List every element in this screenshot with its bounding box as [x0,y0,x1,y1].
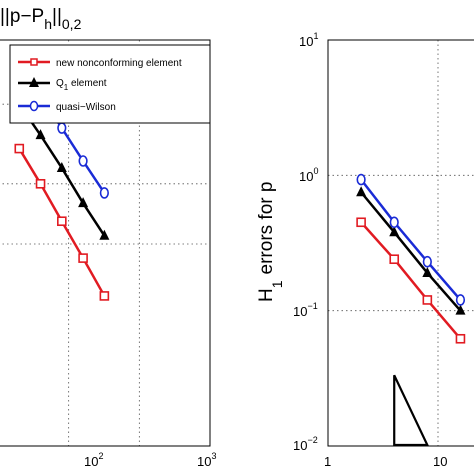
right-y-tick-labels: 101 100 10−1 10−2 [293,31,318,453]
square-marker [389,254,400,265]
circle-marker [57,122,67,134]
right-series-group [356,173,466,344]
left-x-tick-labels: 102 103 [84,451,216,469]
left-plot-frame [0,39,211,447]
square-marker [35,178,46,189]
right-x-tick-label: 1 [324,454,331,469]
left-x-tick-label: 103 [197,451,216,469]
circle-marker [99,187,109,199]
square-marker [356,217,366,228]
left-x-tick-label: 102 [84,451,103,469]
right-x-tick-label: 10 [433,454,447,469]
legend-square-marker [30,58,38,66]
circle-marker [455,294,466,306]
right-grid [328,40,474,446]
right-y-tick-label: 100 [299,166,318,184]
circle-marker [389,216,399,229]
triangle-marker [356,186,367,197]
right-y-tick-label: 101 [299,31,318,49]
right-y-tick-label: 10−2 [293,435,318,453]
triangle-marker [389,226,400,237]
series-line [360,191,462,312]
triangle-marker [35,129,46,140]
circle-marker [78,155,88,167]
square-marker [99,291,110,301]
right-x-tick-labels: 1 10 [324,454,447,469]
square-marker [14,143,25,154]
legend-entry-q1: Q1 element [18,77,107,92]
legend-label: Q1 element [56,78,107,92]
series-line [360,221,462,340]
legend-circle-marker [29,100,39,112]
triangle-marker [422,266,433,277]
triangle-marker [56,161,67,172]
right-plot-frame [327,39,474,447]
square-marker [455,333,466,344]
left-legend: new nonconforming element Q1 element qua… [9,44,211,124]
circle-marker [356,173,366,186]
legend-entry-new-nonconforming: new nonconforming element [18,58,182,69]
triangle-marker [78,197,89,208]
legend-label: quasi−Wilson [56,102,116,113]
square-marker [57,216,67,227]
legend-triangle-marker [29,77,39,87]
left-title: ||p−Ph||0,2 [0,6,82,32]
triangle-marker [455,304,466,315]
legend-label: new nonconforming element [56,58,182,69]
series-line [360,178,462,301]
slope-triangle [393,374,430,447]
square-marker [78,253,88,263]
right-chart: H1errors for p 101 100 10−1 10−2 1 10 [256,31,474,469]
right-y-tick-label: 10−1 [293,301,318,319]
legend-box [9,44,211,124]
left-chart: ||p−Ph||0,2 102 103 new nonconforming el… [0,6,216,469]
square-marker [422,295,433,305]
legend-entry-quasi-wilson: quasi−Wilson [18,100,116,113]
circle-marker [422,255,432,268]
right-y-axis-label: H1errors for p [256,182,285,302]
triangle-marker [99,229,110,240]
